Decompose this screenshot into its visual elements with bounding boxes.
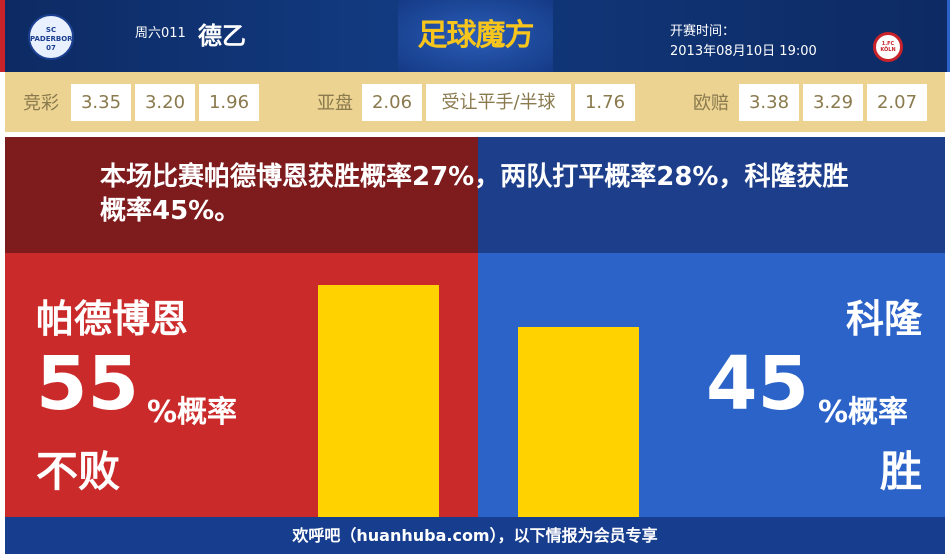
away-percent: 45 [706,341,809,427]
oupei-odd: 3.38 [739,84,799,121]
probability-summary: 本场比赛帕德博恩获胜概率27%，两队打平概率28%，科隆获胜概率45%。 [100,162,849,226]
jingcai-label: 竞彩 [23,93,59,114]
jingcai-odd: 3.20 [135,84,195,121]
yapan-away: 1.76 [575,84,635,121]
oupei-odd: 2.07 [867,84,927,121]
yapan-home: 2.06 [362,84,422,121]
brand-logo: 足球魔方 [398,0,553,72]
home-percent-unit: %概率 [147,395,238,430]
odds-bar: 竞彩 3.35 3.20 1.96 亚盘 2.06 受让平手/半球 1.76 欧… [5,72,945,132]
kickoff-label: 开赛时间： [670,24,736,39]
home-outcome: 不败 [36,447,121,496]
home-team-logo: SC PADERBORN 07 [28,14,74,60]
home-team-name: 帕德博恩 [36,297,189,341]
away-logo-text: 1.FC KÖLN [873,32,903,62]
away-probability-bar [518,327,639,517]
match-round: 周六011 [135,26,186,41]
home-probability-bar [318,285,439,517]
footer-banner[interactable]: 欢呼吧（huanhuba.com），以下情报为会员专享 [5,517,945,554]
away-percent-unit: %概率 [818,395,909,430]
oupei-odd: 3.29 [803,84,863,121]
league-name: 德乙 [198,22,246,50]
summary-bg-away [478,137,945,253]
away-team-logo: 1.FC KÖLN [868,10,908,64]
away-outcome: 胜 [879,447,922,496]
yapan-line: 受让平手/半球 [426,84,571,121]
jingcai-odd: 1.96 [199,84,259,121]
jingcai-odd: 3.35 [71,84,131,121]
yapan-label: 亚盘 [317,93,353,114]
kickoff-time: 2013年08月10日 19:00 [670,44,817,59]
summary-bg-home [5,137,478,253]
away-team-name: 科隆 [845,297,922,341]
oupei-label: 欧赔 [693,93,729,114]
home-percent: 55 [36,341,139,427]
